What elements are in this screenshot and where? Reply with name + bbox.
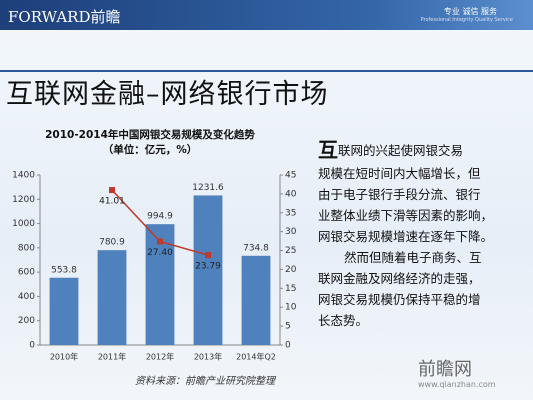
x-tick-label: 2010年 — [50, 352, 78, 362]
value-label: 553.8 — [51, 265, 77, 275]
y-tick-label: 600 — [18, 268, 35, 278]
y2-tick-label: 25 — [285, 246, 296, 256]
tagline: 专业 诚信 服务 — [443, 7, 497, 16]
y2-tick-label: 20 — [285, 265, 297, 275]
x-tick-label: 2012年 — [146, 352, 174, 362]
line-marker — [205, 252, 211, 259]
body-line: 业整体业绩下滑等因素的影响， — [318, 208, 494, 223]
line-marker — [109, 187, 115, 194]
chart-title: 2010-2014年中国网银交易规模及变化趋势 — [45, 128, 255, 141]
dropcap: 互 — [318, 138, 338, 162]
chart-subtitle: （单位：亿元，%） — [103, 143, 198, 156]
tagline-en: Professional Integrity Quality Service — [420, 17, 513, 23]
body-line: 联网的兴起使网银交易 — [338, 143, 464, 158]
value-label: 1231.6 — [192, 183, 224, 193]
paragraph: 规模在短时间内大幅增长，但 由于电子银行手段分流、银行 业整体业绩下滑等因素的影响，… — [318, 163, 493, 247]
slide-title: 互联网金融–网络银行市场 — [6, 79, 329, 110]
y-tick-label: 800 — [18, 243, 35, 253]
title-rule — [0, 70, 533, 72]
x-tick-label: 2013年 — [194, 352, 222, 362]
y-tick-label: 1000 — [12, 219, 35, 229]
watermark-url: www.qianzhan.com — [418, 380, 496, 389]
chart: 2010-2014年中国网银交易规模及变化趋势 （单位：亿元，%） 020040… — [12, 128, 297, 362]
y2-tick-label: 0 — [285, 341, 291, 351]
source: 资料来源：前瞻产业研究院整理 — [135, 376, 275, 387]
y-tick-label: 0 — [29, 341, 35, 351]
y-tick-label: 1400 — [12, 171, 35, 181]
y-tick-label: 1200 — [12, 195, 35, 205]
top-bar — [0, 0, 533, 30]
body-line: 网银交易规模增速在逐年下降。 — [318, 229, 494, 244]
bar — [97, 250, 127, 345]
y2-tick-label: 45 — [285, 171, 296, 181]
line-marker — [157, 238, 163, 245]
watermark: 前瞻网 — [418, 359, 472, 380]
y2-tick-label: 35 — [285, 208, 296, 218]
bar — [241, 255, 271, 345]
value-label: 23.79 — [195, 262, 221, 272]
body-line: 联网金融及网络经济的走强， — [318, 271, 481, 286]
y2-tick-label: 15 — [285, 284, 296, 294]
x-tick-label: 2014年Q2 — [236, 352, 276, 362]
y-tick-label: 200 — [18, 316, 35, 326]
bar — [193, 195, 223, 345]
y-tick-label: 400 — [18, 292, 35, 302]
body-line: 然而但随着电子商务、互 — [344, 250, 482, 265]
value-label: 734.8 — [243, 243, 269, 253]
body-line: 网银交易规模仍保持平稳的增 — [318, 292, 481, 307]
bar — [49, 277, 79, 345]
body-line: 由于电子银行手段分流、银行 — [318, 187, 481, 202]
value-label: 27.40 — [147, 248, 173, 258]
value-label: 41.01 — [99, 197, 125, 207]
y2-tick-label: 30 — [285, 227, 297, 237]
paragraph: 然而但随着电子商务、互联网金融及网络经济的走强， 网银交易规模仍保持平稳的增 长态势… — [318, 247, 493, 331]
value-label: 780.9 — [99, 238, 125, 248]
x-tick-label: 2011年 — [98, 352, 126, 362]
body: 互联网的兴起使网银交易 规模在短时间内大幅增长，但 由于电子银行手段分流、银行 业整… — [318, 134, 493, 331]
body-line: 长态势。 — [318, 313, 369, 328]
y2-tick-label: 10 — [285, 303, 297, 313]
value-label: 994.9 — [147, 212, 173, 222]
y2-tick-label: 5 — [285, 322, 291, 332]
y2-tick-label: 40 — [285, 189, 297, 199]
body-line: 规模在短时间内大幅增长，但 — [318, 166, 481, 181]
brand: FORWARD前瞻 — [8, 8, 121, 26]
